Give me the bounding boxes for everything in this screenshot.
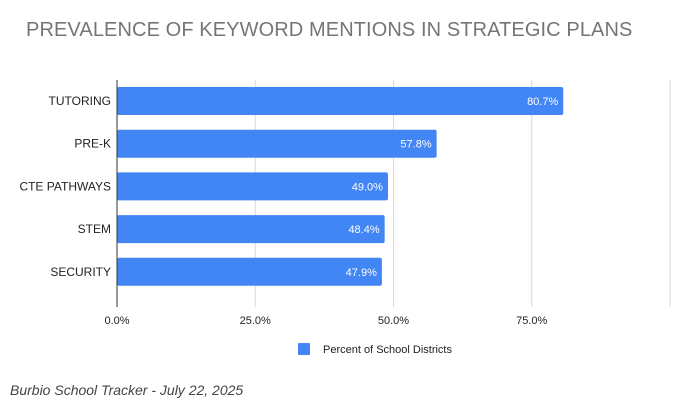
category-label: CTE PATHWAYS [19,179,111,193]
category-label: TUTORING [49,94,111,108]
bar-chart: 80.7% 57.8% 49.0% 48.4% 47.9% TUTORING PRE-K C… [19,80,671,356]
bar-stem [117,215,385,244]
footnote: Burbio School Tracker - July 22, 2025 [10,382,244,398]
bar-pre-k [117,129,437,158]
category-label: PRE-K [74,137,111,151]
x-tick-label: 0.0% [104,315,129,327]
chart-title: PREVALENCE OF KEYWORD MENTIONS IN STRATE… [26,19,633,41]
bars: 80.7% 57.8% 49.0% 48.4% 47.9% [117,87,564,286]
x-tick-label: 25.0% [240,315,271,327]
bar-cte-pathways [117,172,388,201]
data-label: 80.7% [527,96,558,108]
x-tick-label: 50.0% [378,315,409,327]
legend-label: Percent of School Districts [323,344,452,356]
data-label: 48.4% [348,224,379,236]
bar-tutoring [117,87,564,115]
x-tick-labels: 0.0% 25.0% 50.0% 75.0% [104,315,547,327]
category-label: STEM [78,222,111,236]
x-tick-label: 75.0% [516,315,547,327]
data-label: 47.9% [346,267,377,279]
data-label: 49.0% [352,181,383,193]
category-labels: TUTORING PRE-K CTE PATHWAYS STEM SECURITY [19,94,111,279]
legend: Percent of School Districts [298,343,452,356]
category-label: SECURITY [50,265,111,279]
legend-swatch [298,343,310,355]
bar-security [117,257,382,286]
data-label: 57.8% [400,139,431,151]
